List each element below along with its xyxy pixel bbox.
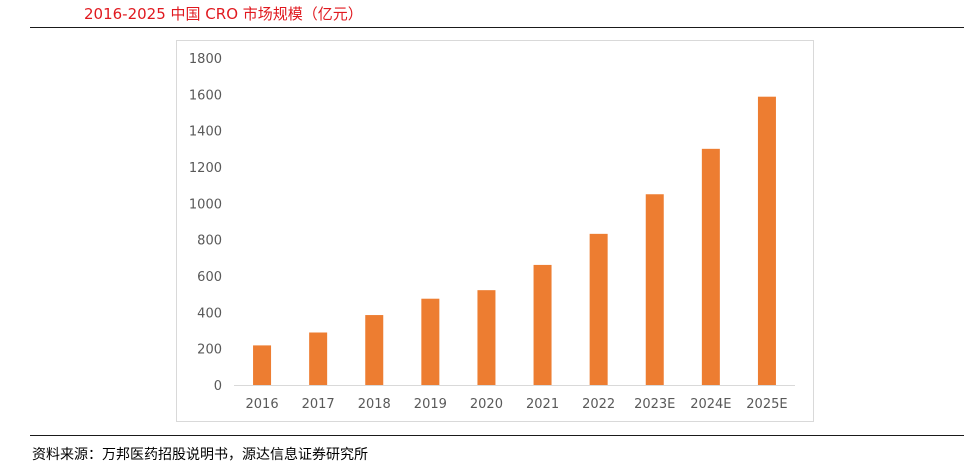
x-tick-label: 2021 [526,397,559,412]
x-tick-label: 2024E [690,397,731,412]
bar-2019 [421,298,440,385]
bar-2022 [589,233,608,385]
x-tick-label: 2025E [746,397,787,412]
x-tick-label: 2018 [358,397,391,412]
bar-2020 [477,290,496,385]
y-tick-label: 800 [197,234,222,249]
source-note: 资料来源：万邦医药招股说明书，源达信息证券研究所 [32,447,368,463]
y-tick-label: 600 [197,270,222,285]
y-tick-label: 1200 [189,161,222,176]
x-axis-ticks: 2016 2017 2018 2019 2020 2021 2022 2023E 2024E 20… [246,397,788,412]
x-tick-label: 2019 [414,397,447,412]
bar-2017 [309,332,328,385]
bar-2016 [253,345,272,385]
y-tick-label: 400 [197,306,222,321]
y-tick-label: 1800 [189,52,222,67]
y-tick-label: 1600 [189,88,222,103]
bottom-divider [30,435,964,436]
bar-2023E [645,194,664,385]
y-tick-label: 0 [214,379,222,394]
x-tick-label: 2020 [470,397,503,412]
top-divider [30,27,964,28]
bar-2025E [757,96,776,385]
y-tick-label: 200 [197,343,222,358]
y-tick-label: 1400 [189,125,222,140]
x-tick-label: 2023E [634,397,675,412]
bar-2024E [701,148,720,385]
y-axis-ticks: 0 200 400 600 800 1000 1200 1400 1600 1800 [189,52,222,394]
x-tick-label: 2016 [246,397,279,412]
chart-title: 2016-2025 中国 CRO 市场规模（亿元） [84,5,363,23]
bar-2018 [365,315,384,385]
bars [253,96,776,385]
x-tick-label: 2017 [302,397,335,412]
bar-2021 [533,264,552,385]
y-tick-label: 1000 [189,197,222,212]
x-tick-label: 2022 [582,397,615,412]
